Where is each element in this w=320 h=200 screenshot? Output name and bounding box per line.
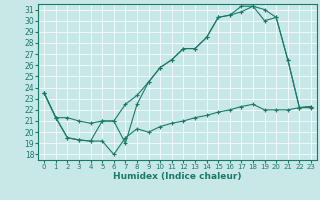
X-axis label: Humidex (Indice chaleur): Humidex (Indice chaleur) bbox=[113, 172, 242, 181]
